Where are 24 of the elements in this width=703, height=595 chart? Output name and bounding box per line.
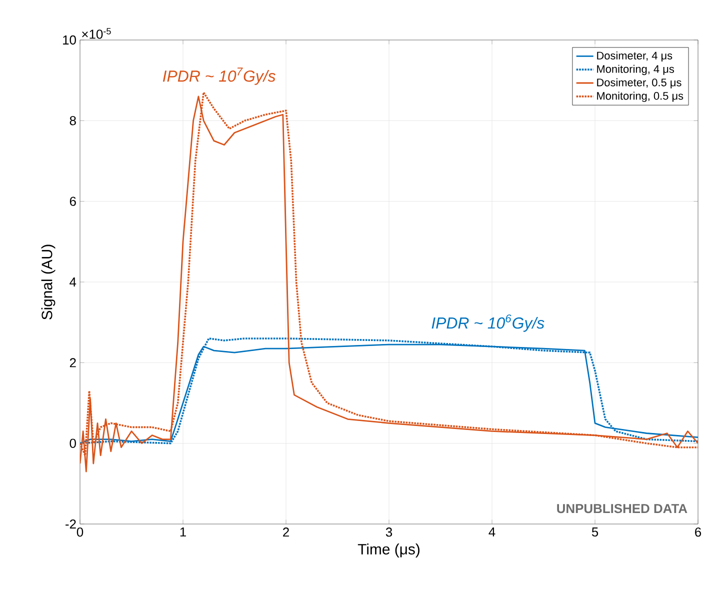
x-tick-label: 1 [180, 528, 186, 536]
legend-label: Dosimeter, 4 μs [597, 51, 672, 62]
y-tick-label: 10 [63, 35, 76, 45]
y-tick-label: 0 [70, 438, 76, 448]
legend-label: Monitoring, 4 μs [597, 64, 674, 76]
annotation: IPDR ~ 10$^{7}$Gy/s [162, 68, 276, 85]
annotation: IPDR ~ 10$^{6}$Gy/s [432, 314, 544, 332]
legend-label: Dosimeter, 0.5 μs [597, 78, 682, 88]
x-tick-label: 4 [488, 528, 496, 536]
y-tick-label: 6 [70, 196, 76, 206]
x-tick-label: 2 [283, 528, 289, 537]
x-tick-label: 6 [695, 528, 702, 537]
text: ×10$^{-5}$ [82, 28, 111, 39]
annotation: UNPUBLISHED DATA [557, 504, 688, 514]
y-axis-title: Signal (AU) [41, 244, 56, 320]
y-tick-label: 4 [70, 278, 76, 286]
y-tick-label: 2 [70, 358, 76, 368]
legend-label: Monitoring, 0.5 μs [597, 92, 684, 102]
x-tick-label: 3 [386, 528, 392, 537]
x-axis-title: Time (μs) [358, 544, 420, 558]
x-tick-label: 5 [592, 528, 598, 537]
y-tick-label: -2 [66, 519, 76, 529]
y-tick-label: 8 [70, 116, 76, 126]
x-tick-label: 0 [76, 528, 84, 537]
